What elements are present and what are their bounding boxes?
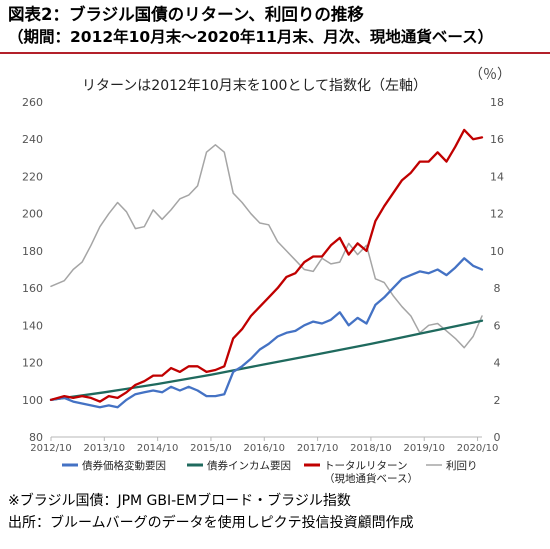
right-axis-tick-label: 12 <box>490 208 504 221</box>
left-axis-tick-label: 260 <box>22 96 43 109</box>
left-axis-tick-label: 220 <box>22 170 43 183</box>
x-axis-tick-label: 2012/10 <box>30 443 72 454</box>
credit-note: 出所：ブルームバーグのデータを使用しピクテ投信投資顧問作成 <box>8 515 414 531</box>
x-axis-tick-label: 2017/10 <box>297 443 339 454</box>
left-axis-tick-label: 120 <box>22 357 43 370</box>
right-axis-tick-label: 14 <box>490 170 504 183</box>
left-axis-tick-label: 180 <box>22 245 43 258</box>
yield-series <box>50 144 483 349</box>
total-return-series <box>49 128 484 403</box>
legend-label-total-return-series: トータルリターン <box>324 460 407 472</box>
price-series <box>49 257 484 409</box>
title-divider <box>0 52 550 54</box>
legend-label-total-return-series-note: （現地通貨ベース） <box>324 472 418 485</box>
left-axis-tick-label: 140 <box>22 319 43 332</box>
left-axis-tick-label: 200 <box>22 208 43 221</box>
line-chart: 80 100 120 140 160 180 200 220 240 260 0 2 4 6 8 10 12 14… <box>22 67 511 485</box>
right-axis-tick-label: 4 <box>494 357 501 370</box>
legend-label-income-series: 債券インカム要因 <box>207 459 291 472</box>
right-axis-tick-label: 0 <box>494 431 501 444</box>
right-axis-tick-label: 2 <box>494 394 501 407</box>
left-axis-tick-label: 160 <box>22 282 43 295</box>
chart-annotation: リターンは2012年10月末を100として指数化（左軸） <box>82 78 427 94</box>
right-axis-tick-label: 18 <box>490 96 504 109</box>
chart-subtitle: （期間：2012年10月末〜2020年11月末、月次、現地通貨ベース） <box>8 28 494 46</box>
income-series <box>49 319 484 401</box>
x-axis-tick-label: 2013/10 <box>84 443 126 454</box>
right-axis-tick-label: 10 <box>490 245 504 258</box>
legend-label-yield-series: 利回り <box>446 460 478 472</box>
right-axis-tick-label: 8 <box>494 282 501 295</box>
left-axis-tick-label: 100 <box>22 394 43 407</box>
right-axis-tick-label: 16 <box>490 133 504 146</box>
x-axis-tick-label: 2019/10 <box>403 443 445 454</box>
left-axis-tick-label: 240 <box>22 133 43 146</box>
right-axis-tick-label: 6 <box>494 319 501 332</box>
x-axis-tick-label: 2015/10 <box>190 443 232 454</box>
right-axis-unit-label: （％） <box>469 67 511 83</box>
x-axis-tick-label: 2018/10 <box>350 443 392 454</box>
left-axis-tick-label: 80 <box>29 431 43 444</box>
legend-label-price-series: 債券価格変動要因 <box>82 459 166 472</box>
x-axis-tick-label: 2014/10 <box>137 443 179 454</box>
source-note: ※ブラジル国債：JPM GBI-EMブロード・ブラジル指数 <box>8 493 351 509</box>
chart-title: 図表2：ブラジル国債のリターン、利回りの推移 <box>8 5 364 24</box>
x-axis-tick-label: 2016/10 <box>244 443 286 454</box>
x-axis-tick-label: 2020/10 <box>457 443 499 454</box>
